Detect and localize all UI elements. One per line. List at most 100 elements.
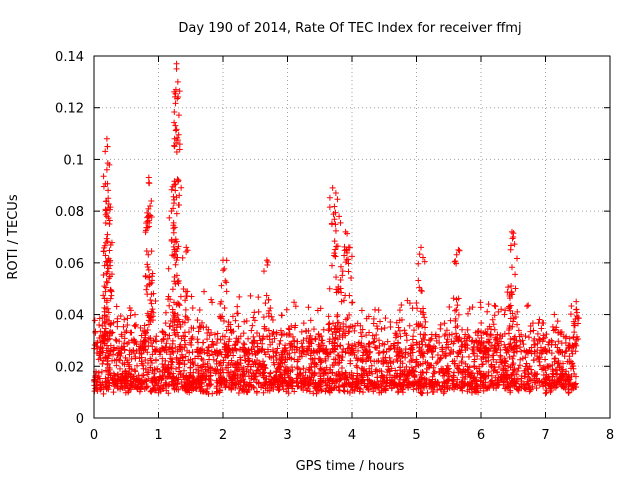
data-point [538, 325, 545, 332]
data-point [335, 371, 342, 378]
data-point [145, 342, 152, 349]
data-point [259, 345, 266, 352]
data-point [256, 333, 263, 340]
data-point [554, 348, 561, 355]
data-point [342, 259, 349, 266]
data-point [106, 247, 113, 254]
data-point [294, 371, 301, 378]
data-point [121, 376, 128, 383]
data-point [169, 337, 176, 344]
data-point [527, 377, 534, 384]
data-point [165, 265, 172, 272]
data-point [539, 320, 546, 327]
data-point [148, 308, 155, 315]
data-point [410, 371, 417, 378]
data-point [455, 246, 462, 253]
data-point [332, 246, 339, 253]
data-point [459, 383, 466, 390]
data-point [533, 385, 540, 392]
data-point [307, 317, 314, 324]
data-point [280, 386, 287, 393]
data-point [568, 303, 575, 310]
data-point [286, 326, 293, 333]
data-point [246, 387, 253, 394]
data-point [510, 360, 517, 367]
data-point [554, 360, 561, 367]
data-point [308, 364, 315, 371]
data-point [477, 299, 484, 306]
data-point [439, 372, 446, 379]
data-point [170, 299, 177, 306]
data-point [348, 274, 355, 281]
data-point [170, 252, 177, 259]
data-point [367, 357, 374, 364]
data-point [552, 355, 559, 362]
data-point [210, 341, 217, 348]
data-point [100, 248, 107, 255]
data-point [448, 347, 455, 354]
data-point [456, 247, 463, 254]
data-point [108, 292, 115, 299]
data-point [343, 247, 350, 254]
data-point [156, 373, 163, 380]
data-point [270, 330, 277, 337]
data-point [302, 369, 309, 376]
data-point [125, 370, 132, 377]
data-point [96, 315, 103, 322]
data-point [105, 265, 112, 272]
data-point [264, 261, 271, 268]
data-point [190, 385, 197, 392]
data-point [399, 353, 406, 360]
data-point [309, 356, 316, 363]
data-point [525, 384, 532, 391]
data-point [145, 213, 152, 220]
data-point [276, 355, 283, 362]
data-point [234, 359, 241, 366]
data-point [154, 383, 161, 390]
data-point [270, 359, 277, 366]
data-point [276, 376, 283, 383]
data-point [289, 367, 296, 374]
data-point [223, 288, 230, 295]
data-point [571, 320, 578, 327]
data-point [537, 344, 544, 351]
data-point [305, 382, 312, 389]
data-point [345, 268, 352, 275]
data-point [107, 287, 114, 294]
data-point [358, 333, 365, 340]
data-point [403, 363, 410, 370]
data-point [531, 356, 538, 363]
data-point [99, 360, 106, 367]
data-point [473, 383, 480, 390]
data-point [126, 384, 133, 391]
data-point [221, 265, 228, 272]
data-point [454, 323, 461, 330]
data-point [495, 308, 502, 315]
data-point [403, 332, 410, 339]
data-point [446, 376, 453, 383]
data-point [318, 333, 325, 340]
data-point [332, 221, 339, 228]
data-point [168, 381, 175, 388]
data-point [270, 353, 277, 360]
data-point [209, 338, 216, 345]
data-point [549, 373, 556, 380]
data-point [519, 337, 526, 344]
data-point [446, 349, 453, 356]
data-point [387, 324, 394, 331]
data-point [370, 320, 377, 327]
data-point [289, 385, 296, 392]
data-point [235, 389, 242, 396]
data-point [205, 343, 212, 350]
data-point [255, 380, 262, 387]
data-point [198, 348, 205, 355]
data-point [510, 379, 517, 386]
data-point [174, 311, 181, 318]
data-point [421, 375, 428, 382]
data-point [116, 338, 123, 345]
data-point [492, 366, 499, 373]
data-point [431, 370, 438, 377]
data-point [394, 389, 401, 396]
data-point [352, 343, 359, 350]
data-point [114, 315, 121, 322]
